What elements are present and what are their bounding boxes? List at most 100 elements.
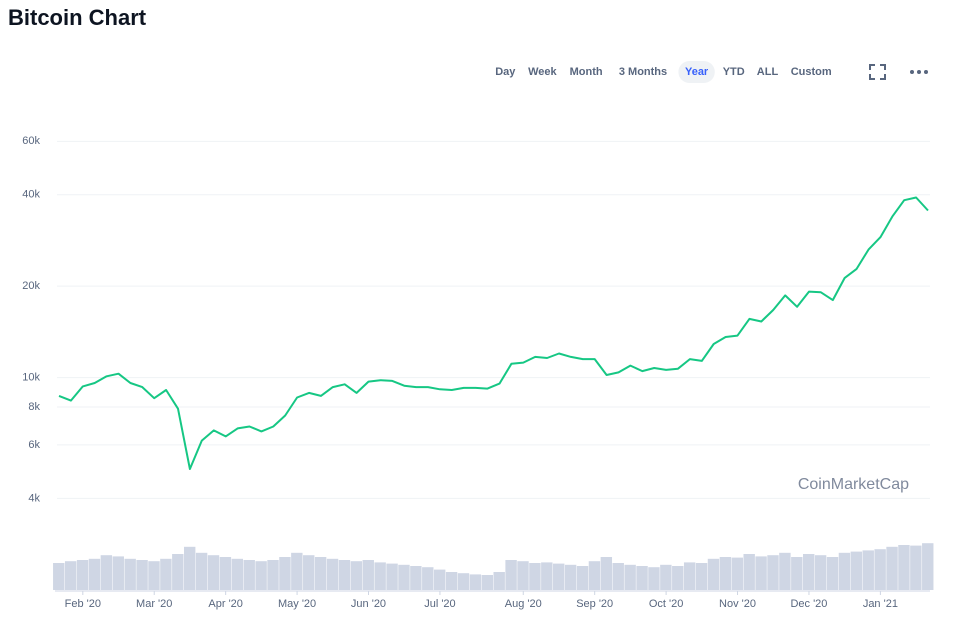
volume-bar bbox=[422, 567, 434, 590]
volume-bar bbox=[636, 566, 648, 590]
volume-bar bbox=[231, 558, 244, 590]
x-tick-label: Aug '20 bbox=[505, 598, 542, 610]
volume-bar bbox=[76, 560, 89, 590]
volume-bar bbox=[553, 563, 565, 590]
volume-bar bbox=[64, 561, 77, 590]
button-label: Day bbox=[495, 66, 516, 78]
volume-bar bbox=[469, 574, 482, 590]
volume-bar bbox=[648, 567, 660, 590]
toolbar-button[interactable]: ALL bbox=[757, 66, 779, 78]
volume-bar bbox=[314, 557, 327, 590]
volume-bar bbox=[243, 560, 255, 590]
volume-bar bbox=[183, 546, 196, 590]
volume-bar bbox=[255, 561, 267, 590]
y-tick-label: 6k bbox=[28, 439, 40, 451]
volume-bar bbox=[124, 558, 136, 590]
active-pill bbox=[678, 61, 715, 83]
volume-bar bbox=[588, 561, 601, 590]
toolbar-button[interactable]: Week bbox=[528, 66, 557, 78]
watermark: CoinMarketCap bbox=[798, 476, 909, 493]
volume-bar bbox=[624, 564, 636, 590]
volume-bar bbox=[303, 555, 315, 590]
volume-bar bbox=[445, 572, 458, 590]
button-label: YTD bbox=[723, 66, 745, 78]
button-label: ALL bbox=[757, 66, 779, 78]
price-line bbox=[58, 196, 929, 470]
fullscreen-path bbox=[869, 64, 886, 80]
volume-bar bbox=[898, 545, 910, 590]
x-tick-label: Jul '20 bbox=[424, 598, 455, 610]
volume-bar bbox=[850, 551, 863, 590]
volume-bar bbox=[148, 561, 160, 590]
volume-bar bbox=[326, 558, 339, 590]
x-tick-label: Apr '20 bbox=[208, 598, 243, 610]
volume-bar bbox=[862, 550, 874, 590]
dot bbox=[917, 70, 921, 74]
chart-title: Bitcoin Chart bbox=[8, 5, 147, 30]
volume-bar bbox=[291, 552, 303, 590]
volume-bar bbox=[267, 560, 279, 590]
volume-bar bbox=[505, 560, 517, 590]
volume-bar bbox=[683, 562, 696, 590]
volume-bar bbox=[826, 557, 839, 590]
volume-bar bbox=[279, 557, 291, 590]
button-label: Custom bbox=[791, 66, 832, 78]
dot bbox=[910, 70, 914, 74]
x-tick-label: Mar '20 bbox=[136, 598, 172, 610]
y-tick-label: 40k bbox=[22, 189, 40, 201]
fullscreen-icon[interactable] bbox=[869, 64, 886, 80]
y-tick-label: 4k bbox=[28, 492, 40, 504]
volume-bar bbox=[672, 566, 684, 590]
volume-bar bbox=[707, 558, 720, 590]
volume-bar bbox=[910, 545, 922, 590]
volume-bar bbox=[695, 563, 708, 590]
volume-bar bbox=[564, 564, 577, 590]
volume-bar bbox=[731, 557, 743, 590]
toolbar-button[interactable]: Month bbox=[570, 66, 603, 78]
volume-bar bbox=[386, 563, 398, 590]
button-label: Month bbox=[570, 66, 603, 78]
volume-bar bbox=[433, 569, 446, 590]
y-tick-label: 8k bbox=[28, 401, 40, 413]
volume-bar bbox=[410, 566, 422, 590]
toolbar-button[interactable]: Day bbox=[495, 66, 516, 78]
volume-bar bbox=[195, 552, 208, 590]
x-tick-label: Dec '20 bbox=[790, 598, 827, 610]
toolbar-button[interactable]: YTD bbox=[723, 66, 745, 78]
volume-bar bbox=[779, 552, 791, 590]
x-tick-label: May '20 bbox=[278, 598, 316, 610]
volume-bar bbox=[88, 558, 101, 590]
volume-bar bbox=[219, 557, 232, 590]
volume-bar bbox=[874, 549, 886, 590]
volume-bar bbox=[350, 561, 363, 590]
volume-bar bbox=[374, 562, 386, 590]
volume-bar bbox=[338, 560, 351, 590]
y-tick-label: 60k bbox=[22, 135, 40, 147]
toolbar-button[interactable]: 3 Months bbox=[619, 66, 667, 78]
volume-bar bbox=[100, 555, 113, 590]
volume-bar bbox=[814, 555, 827, 590]
x-tick-label: Jan '21 bbox=[863, 598, 898, 610]
volume-bar bbox=[207, 555, 220, 590]
toolbar: Custom ALL YTD Year 3 Months Month Week Day bbox=[495, 61, 832, 83]
volume-bar bbox=[838, 552, 851, 590]
dot bbox=[924, 70, 928, 74]
volume-bar bbox=[576, 566, 589, 590]
volume-bar bbox=[791, 557, 803, 590]
button-label: 3 Months bbox=[619, 66, 667, 78]
volume-bar bbox=[493, 572, 505, 590]
volume-bar bbox=[612, 563, 624, 590]
volume-bar bbox=[743, 554, 755, 590]
volume-bar bbox=[755, 556, 767, 590]
toolbar-button[interactable]: Custom bbox=[791, 66, 832, 78]
more-icon[interactable] bbox=[910, 70, 928, 74]
x-tick-label: Nov '20 bbox=[719, 598, 756, 610]
volume-bar bbox=[112, 556, 124, 590]
volume-bar bbox=[719, 557, 732, 590]
volume-bar bbox=[803, 554, 815, 590]
toolbar-button[interactable]: Year bbox=[678, 61, 715, 83]
volume-bar bbox=[457, 573, 470, 590]
x-tick-label: Sep '20 bbox=[576, 598, 613, 610]
x-tick-label: Oct '20 bbox=[649, 598, 684, 610]
